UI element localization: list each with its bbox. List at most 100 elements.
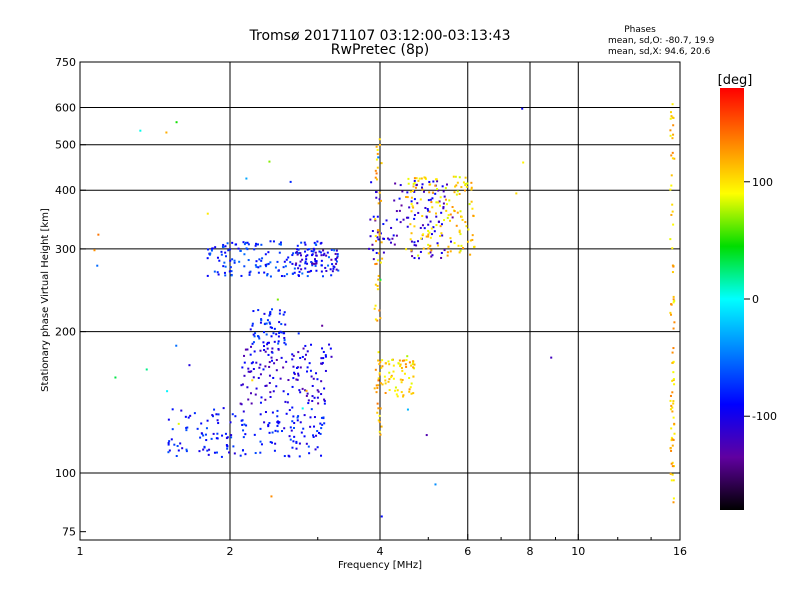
data-point xyxy=(377,252,380,255)
data-point xyxy=(460,186,463,189)
data-point xyxy=(277,335,280,338)
data-point xyxy=(315,262,318,265)
data-point xyxy=(317,390,320,393)
data-point xyxy=(438,200,441,203)
data-point xyxy=(257,376,260,379)
data-point xyxy=(401,359,404,362)
data-point xyxy=(671,444,674,447)
data-point xyxy=(282,313,285,316)
data-point xyxy=(260,259,263,262)
y-tick-label: 400 xyxy=(55,184,76,197)
data-point xyxy=(376,166,379,169)
data-point xyxy=(417,257,420,260)
data-point xyxy=(443,219,446,222)
data-point xyxy=(390,374,393,377)
data-point xyxy=(167,443,170,446)
data-point xyxy=(383,237,386,240)
data-point xyxy=(440,251,443,254)
data-point xyxy=(212,432,215,435)
data-point xyxy=(444,187,447,190)
data-point xyxy=(224,255,227,258)
y-tick-label: 500 xyxy=(55,139,76,152)
data-point xyxy=(272,390,275,393)
data-point xyxy=(442,202,445,205)
data-point xyxy=(439,225,442,228)
data-point xyxy=(395,218,398,221)
data-point xyxy=(326,251,329,254)
data-point xyxy=(239,402,242,405)
data-point xyxy=(399,184,402,187)
data-point xyxy=(271,411,274,414)
data-point xyxy=(445,209,448,212)
data-point xyxy=(305,255,308,258)
x-tick-label: 10 xyxy=(571,545,585,558)
data-point xyxy=(669,188,672,191)
data-point xyxy=(264,253,267,256)
data-point xyxy=(444,198,447,201)
data-point xyxy=(375,251,378,254)
data-point xyxy=(167,451,170,454)
data-point xyxy=(412,360,415,363)
data-point xyxy=(418,177,421,180)
data-point xyxy=(435,224,438,227)
data-point xyxy=(430,255,433,258)
data-point xyxy=(279,243,282,246)
data-point xyxy=(472,214,475,217)
data-point xyxy=(463,189,466,192)
data-point xyxy=(670,184,673,187)
data-point xyxy=(385,219,388,222)
data-point xyxy=(269,441,272,444)
data-point xyxy=(466,182,469,185)
data-point xyxy=(292,354,295,357)
data-point xyxy=(220,250,223,253)
data-point xyxy=(114,376,117,379)
data-point xyxy=(453,242,456,245)
data-point xyxy=(377,359,380,362)
data-point xyxy=(401,378,404,381)
data-point xyxy=(335,262,338,265)
data-point xyxy=(455,224,458,227)
data-point xyxy=(245,424,248,427)
data-point xyxy=(280,356,283,359)
data-point xyxy=(253,350,256,353)
data-point xyxy=(210,437,213,440)
data-point xyxy=(458,192,461,195)
data-point xyxy=(672,133,675,136)
data-point xyxy=(255,260,258,263)
data-point xyxy=(228,451,231,454)
data-point xyxy=(427,199,430,202)
data-point xyxy=(296,253,299,256)
data-point xyxy=(671,410,674,413)
data-point xyxy=(383,375,386,378)
data-point xyxy=(213,270,216,273)
data-point xyxy=(419,226,422,229)
data-point xyxy=(375,384,378,387)
data-point xyxy=(272,240,275,243)
data-point xyxy=(453,191,456,194)
data-point xyxy=(264,263,267,266)
data-point xyxy=(466,240,469,243)
data-point xyxy=(337,269,340,272)
data-point xyxy=(269,240,272,243)
data-point xyxy=(306,366,309,369)
data-point xyxy=(224,432,227,435)
data-point xyxy=(205,427,208,430)
data-point xyxy=(670,436,673,439)
data-point xyxy=(316,378,319,381)
data-point xyxy=(389,241,392,244)
data-point xyxy=(278,243,281,246)
data-point xyxy=(671,157,674,160)
data-point xyxy=(468,203,471,206)
data-point xyxy=(412,185,415,188)
data-point xyxy=(669,447,672,450)
x-tick-label: 16 xyxy=(673,545,687,558)
data-point xyxy=(669,394,672,397)
data-point xyxy=(216,256,219,259)
data-point xyxy=(399,365,402,368)
data-point xyxy=(175,121,178,124)
data-point xyxy=(439,235,442,238)
data-point xyxy=(374,218,377,221)
data-point xyxy=(213,408,216,411)
data-point xyxy=(269,261,272,264)
